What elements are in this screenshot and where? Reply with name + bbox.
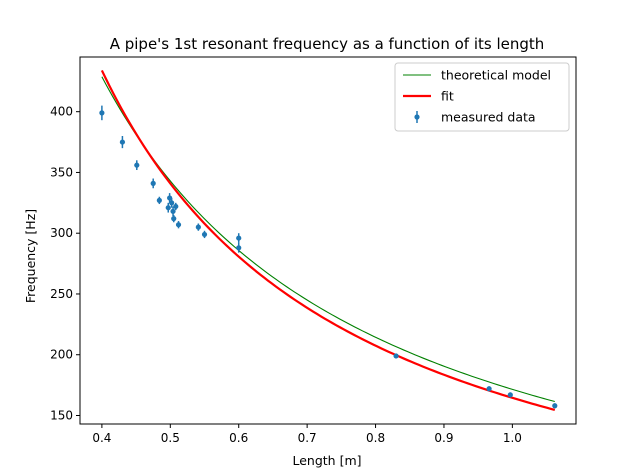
- x-tick-label: 0.6: [229, 431, 248, 445]
- data-point: [201, 231, 208, 238]
- series-layer: [99, 69, 558, 411]
- x-tick-label: 1.0: [503, 431, 522, 445]
- data-point: [156, 197, 162, 203]
- x-axis-label: Length [m]: [292, 453, 361, 468]
- data-point: [486, 386, 492, 392]
- data-point: [167, 195, 173, 201]
- x-axis-ticks: 0.4 0.5 0.6 0.7 0.8 0.9 1.0: [92, 424, 522, 445]
- y-tick-label: 300: [50, 226, 73, 240]
- y-tick-label: 250: [50, 287, 73, 301]
- legend-entry-label: theoretical model: [441, 68, 551, 83]
- data-point: [119, 139, 126, 145]
- legend: theoretical model fit measured data: [394, 62, 570, 132]
- data-point: [552, 403, 558, 409]
- data-point: [236, 235, 242, 241]
- data-point: [236, 245, 242, 251]
- data-point: [171, 216, 177, 222]
- x-tick-label: 0.7: [298, 431, 317, 445]
- data-point: [170, 208, 176, 214]
- y-tick-label: 400: [50, 105, 73, 119]
- data-point: [393, 353, 399, 359]
- legend-entry-label: measured data: [441, 110, 536, 125]
- fit-line: [100, 69, 556, 411]
- x-tick-label: 0.4: [92, 431, 111, 445]
- data-point: [150, 180, 156, 186]
- legend-box: [394, 62, 570, 132]
- y-tick-label: 200: [50, 348, 73, 362]
- y-axis-ticks: 150 200 250 300 350 400: [50, 105, 80, 422]
- data-point: [134, 162, 140, 168]
- theoretical-model-line: [101, 76, 555, 403]
- data-point: [169, 200, 175, 206]
- data-point: [173, 203, 179, 210]
- data-point: [507, 392, 513, 398]
- x-tick-label: 0.5: [161, 431, 180, 445]
- legend-swatch-marker: [414, 114, 420, 120]
- data-point: [195, 224, 201, 230]
- data-point: [99, 110, 105, 116]
- chart-title: A pipe's 1st resonant frequency as a fun…: [110, 35, 545, 53]
- data-point: [165, 205, 171, 211]
- x-tick-label: 0.8: [366, 431, 385, 445]
- y-tick-label: 350: [50, 165, 73, 179]
- y-tick-label: 150: [50, 408, 73, 422]
- legend-entry-label: fit: [441, 89, 454, 104]
- data-point: [175, 222, 182, 228]
- x-tick-label: 0.9: [434, 431, 453, 445]
- y-axis-label: Frequency [Hz]: [23, 209, 38, 303]
